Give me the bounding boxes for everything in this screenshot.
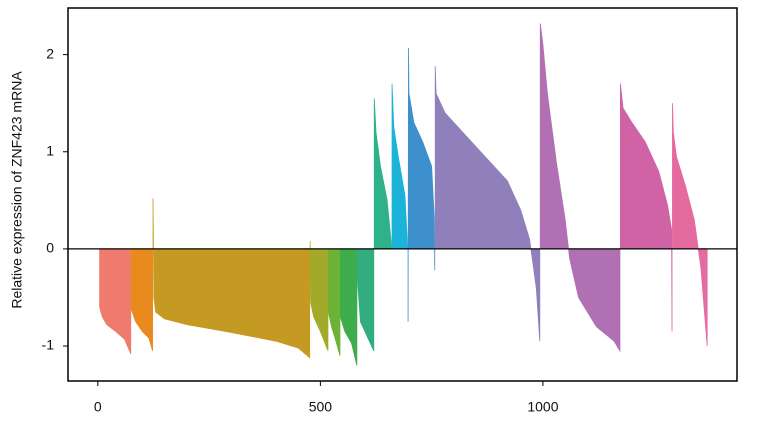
area bbox=[99, 248, 132, 354]
plot-frame bbox=[67, 7, 738, 382]
x-tick-label: 1000 bbox=[527, 399, 558, 415]
area bbox=[327, 248, 341, 356]
y-tick-label: 0 bbox=[46, 240, 54, 256]
area bbox=[391, 83, 409, 250]
area bbox=[407, 47, 436, 322]
y-tick-label: -1 bbox=[42, 337, 55, 353]
area bbox=[356, 248, 375, 352]
y-tick-label: 2 bbox=[46, 45, 54, 61]
area bbox=[130, 248, 153, 351]
area bbox=[340, 248, 358, 366]
x-tick-label: 0 bbox=[94, 399, 102, 415]
area bbox=[539, 23, 621, 353]
area bbox=[434, 66, 541, 342]
x-tick-label: 500 bbox=[309, 399, 333, 415]
y-axis-label: Relative expression of ZNF423 mRNA bbox=[9, 71, 25, 309]
y-tick-label: 1 bbox=[46, 142, 54, 158]
area bbox=[672, 103, 708, 347]
area bbox=[152, 198, 311, 359]
area bbox=[373, 98, 392, 250]
area bbox=[619, 83, 673, 332]
area bbox=[309, 241, 329, 352]
